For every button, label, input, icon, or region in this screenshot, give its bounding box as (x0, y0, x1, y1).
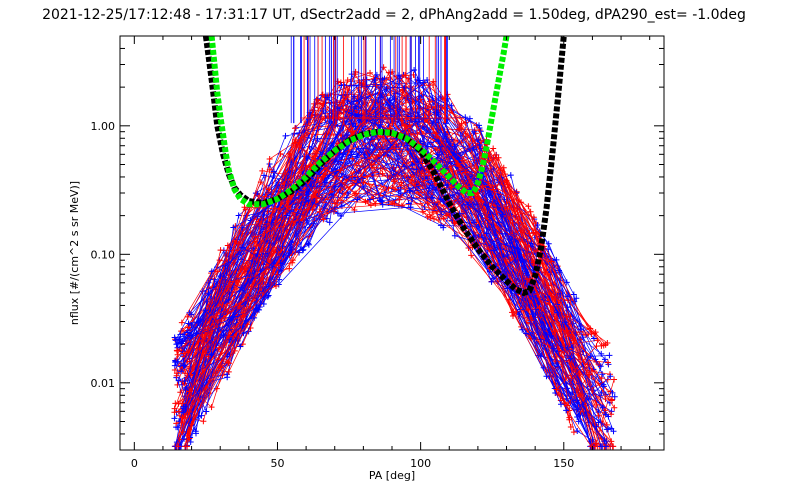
measurement-trace (182, 141, 555, 410)
measurement-trace (180, 94, 605, 442)
measurement-trace (179, 82, 593, 421)
measurement-trace (180, 121, 606, 416)
y-axis-label: nflux [#/(cm^2 s sr MeV)] (68, 181, 81, 325)
measurement-trace (178, 145, 565, 408)
x-tick-label: 150 (553, 457, 574, 470)
fit-black-curve (202, 36, 567, 297)
x-tick-label: 50 (270, 457, 284, 470)
measurement-trace (173, 122, 575, 381)
x-axis-label: PA [deg] (369, 469, 415, 482)
x-tick-label: 100 (410, 457, 431, 470)
chart-title: 2021-12-25/17:12:48 - 17:31:17 UT, dSect… (42, 7, 746, 23)
x-tick-label: 0 (131, 457, 138, 470)
y-tick-label: 1.00 (91, 120, 116, 133)
measurement-traces (171, 36, 618, 450)
y-tick-label: 0.10 (91, 248, 116, 261)
y-axis: 0.01 0.10 1.00 (91, 35, 664, 451)
fit-green-curve (208, 36, 510, 208)
x-axis: 0 50 100 150 (131, 36, 651, 470)
fit-curves (202, 36, 567, 297)
y-tick-label: 0.01 (91, 377, 116, 390)
